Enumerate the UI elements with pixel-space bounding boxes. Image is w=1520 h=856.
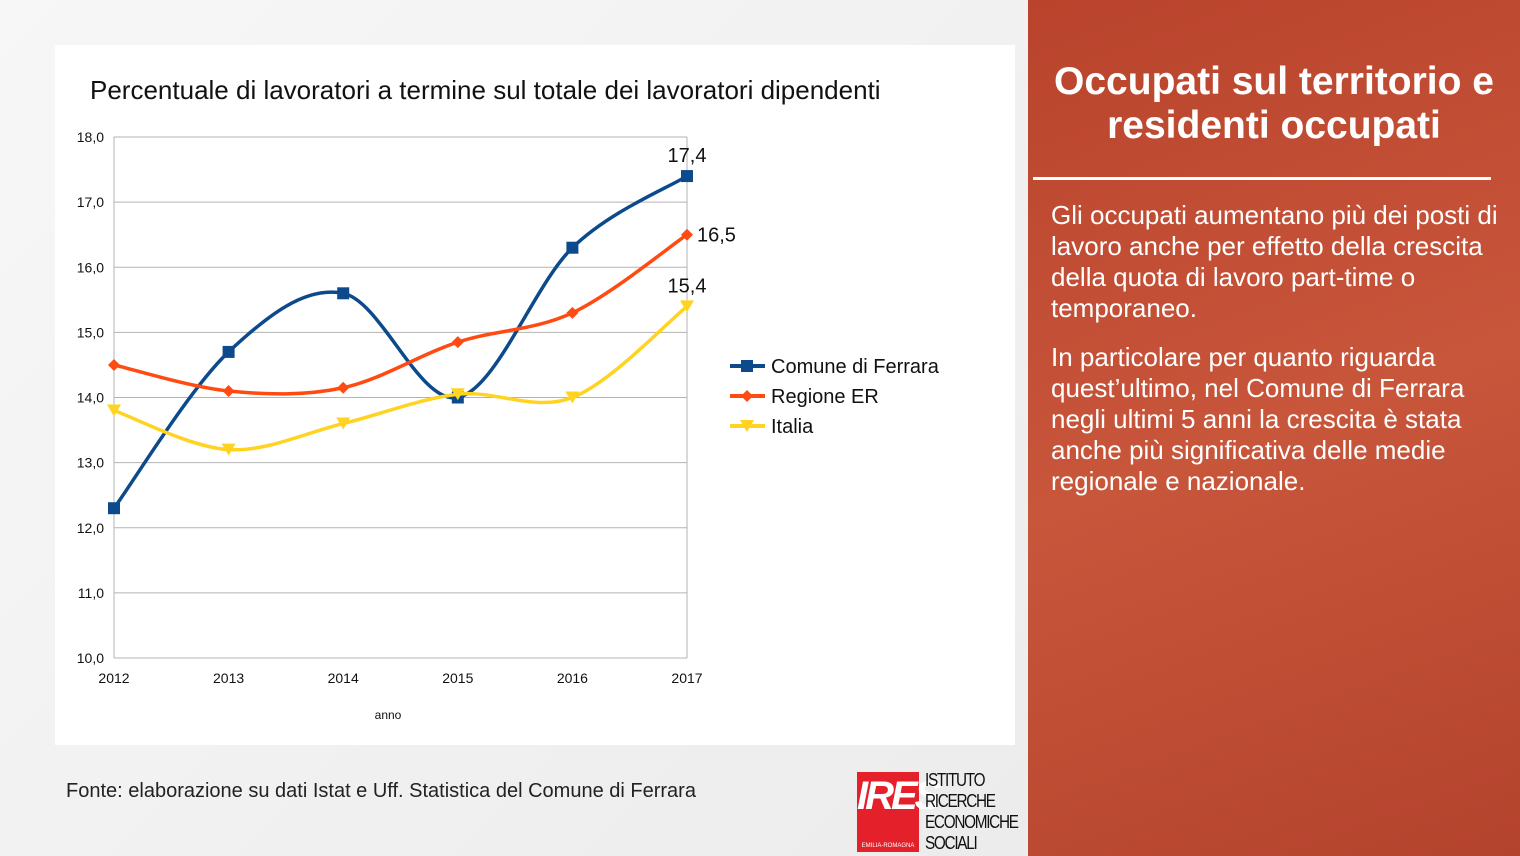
logo-mark-text: IRES bbox=[857, 774, 941, 818]
source-note: Fonte: elaborazione su dati Istat e Uff.… bbox=[66, 780, 696, 802]
logo-line: RICERCHE bbox=[925, 791, 996, 811]
data-point bbox=[108, 358, 120, 371]
chart-title: Percentuale di lavoratori a termine sul … bbox=[90, 75, 881, 105]
line-chart: Percentuale di lavoratori a termine sul … bbox=[77, 75, 940, 722]
x-tick-label: 2015 bbox=[442, 670, 473, 686]
logo-line: ISTITUTO bbox=[925, 770, 985, 790]
data-point bbox=[450, 388, 465, 401]
legend-label: Comune di Ferrara bbox=[771, 356, 940, 378]
paragraph: In particolare per quanto riguarda quest… bbox=[1051, 342, 1465, 496]
data-label: 15,4 bbox=[668, 275, 707, 297]
series-line bbox=[112, 174, 688, 510]
y-tick-label: 10,0 bbox=[77, 650, 104, 666]
data-point bbox=[681, 170, 693, 183]
y-tick-label: 13,0 bbox=[77, 455, 104, 471]
x-tick-label: 2016 bbox=[557, 670, 588, 686]
paragraph: Gli occupati aumentano più dei posti di … bbox=[1051, 200, 1498, 323]
x-tick-label: 2013 bbox=[213, 670, 244, 686]
data-point bbox=[222, 384, 235, 397]
data-label: 16,5 bbox=[697, 225, 736, 247]
logo-mark: IRES EMILIA-ROMAGNA bbox=[857, 772, 941, 852]
data-point bbox=[565, 391, 580, 404]
data-point bbox=[451, 336, 464, 349]
data-point bbox=[337, 287, 350, 300]
ires-logo: IRES EMILIA-ROMAGNA ISTITUTO RICERCHE EC… bbox=[857, 770, 1027, 854]
x-axis-label: anno bbox=[375, 708, 402, 722]
legend-marker bbox=[741, 390, 753, 402]
y-tick-label: 12,0 bbox=[77, 520, 104, 536]
data-point bbox=[680, 300, 694, 313]
sidebar: Occupati sul territorio e residenti occu… bbox=[1028, 0, 1520, 856]
data-point bbox=[336, 417, 351, 430]
y-tick-label: 15,0 bbox=[77, 324, 104, 340]
y-tick-label: 16,0 bbox=[77, 259, 104, 275]
data-point bbox=[107, 404, 121, 417]
legend-marker bbox=[741, 360, 753, 372]
series-line bbox=[113, 304, 689, 452]
series-line bbox=[113, 233, 688, 396]
legend-label: Italia bbox=[771, 416, 814, 438]
y-tick-label: 11,0 bbox=[78, 585, 104, 601]
x-tick-label: 2012 bbox=[98, 670, 129, 686]
data-point bbox=[566, 241, 579, 254]
y-tick-label: 14,0 bbox=[77, 390, 104, 406]
data-point bbox=[681, 228, 693, 241]
legend-label: Regione ER bbox=[771, 386, 879, 408]
data-point bbox=[222, 345, 235, 358]
data-point bbox=[566, 306, 579, 319]
x-tick-label: 2017 bbox=[671, 670, 702, 686]
x-tick-label: 2014 bbox=[328, 670, 359, 686]
sidebar-title: Occupati sul territorio e residenti occu… bbox=[1054, 60, 1494, 147]
data-point bbox=[108, 502, 120, 515]
slide-left: Percentuale di lavoratori a termine sul … bbox=[0, 0, 1028, 856]
logo-sub: EMILIA-ROMAGNA bbox=[861, 843, 915, 849]
y-tick-label: 18,0 bbox=[77, 129, 104, 145]
divider bbox=[1033, 177, 1491, 180]
data-point bbox=[337, 381, 350, 394]
logo-text: ISTITUTO RICERCHE ECONOMICHE SOCIALI bbox=[925, 770, 1034, 854]
logo-line: ECONOMICHE bbox=[925, 812, 1019, 832]
chart-panel: Percentuale di lavoratori a termine sul … bbox=[55, 45, 1015, 745]
logo-line: SOCIALI bbox=[925, 833, 978, 853]
legend-marker bbox=[740, 420, 754, 432]
data-point bbox=[221, 443, 236, 456]
data-label: 17,4 bbox=[668, 145, 707, 167]
y-tick-label: 17,0 bbox=[77, 194, 104, 210]
